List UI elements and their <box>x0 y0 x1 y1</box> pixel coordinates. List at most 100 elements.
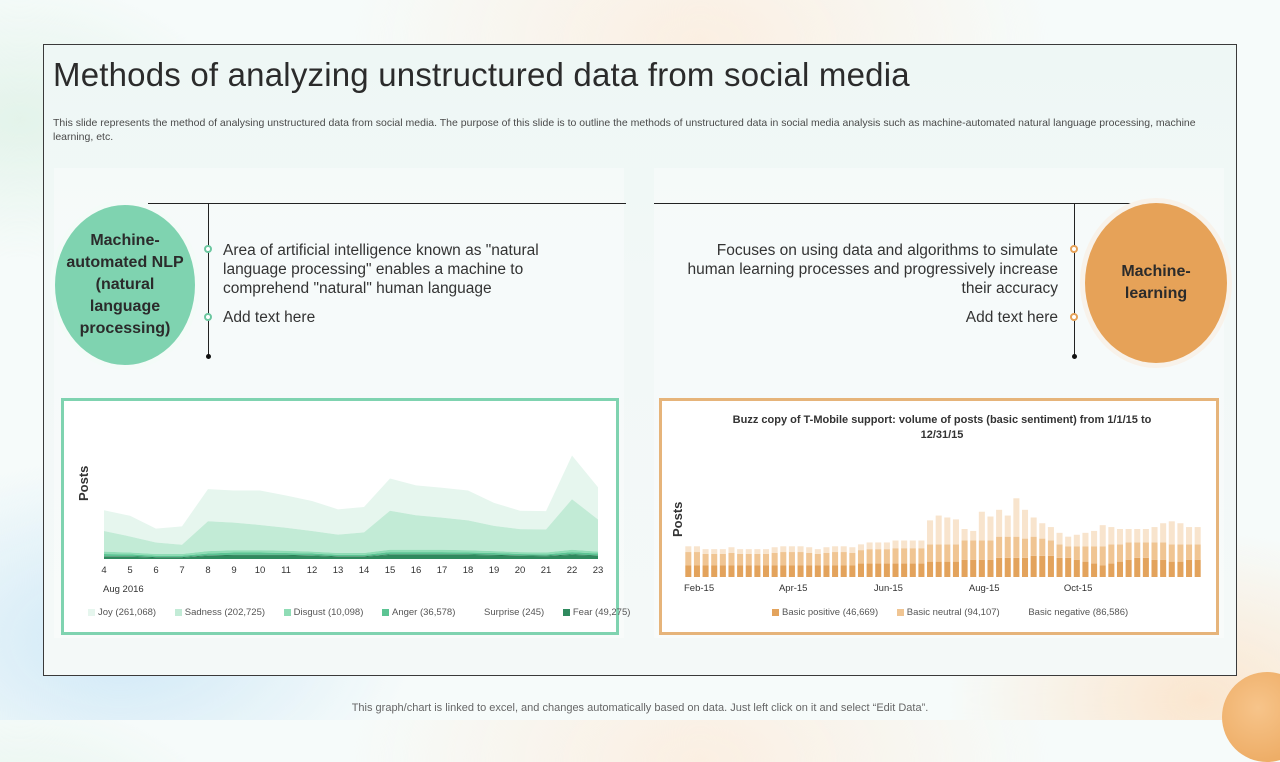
bar-segment-basic-negative[interactable] <box>719 549 726 554</box>
bar-segment-basic-negative[interactable] <box>866 542 873 550</box>
bar-segment-basic-positive[interactable] <box>935 561 942 577</box>
bar-segment-basic-negative[interactable] <box>737 549 744 554</box>
bar-segment-basic-neutral[interactable] <box>737 553 744 566</box>
bar-segment-basic-positive[interactable] <box>797 565 804 577</box>
area-series-joy[interactable] <box>104 455 598 545</box>
bar-segment-basic-negative[interactable] <box>909 540 916 549</box>
bar-segment-basic-neutral[interactable] <box>719 553 726 566</box>
bar-segment-basic-negative[interactable] <box>1134 529 1141 543</box>
bar-segment-basic-positive[interactable] <box>909 563 916 577</box>
bar-segment-basic-negative[interactable] <box>780 546 787 553</box>
emotion-chart-box[interactable]: 4 5 6 7 8 9 10 11 12 13 14 15 16 17 18 19 20 21 22 23 Posts… <box>61 398 630 635</box>
bar-segment-basic-negative[interactable] <box>1039 523 1046 539</box>
bar-segment-basic-positive[interactable] <box>1082 561 1089 577</box>
bar-segment-basic-negative[interactable] <box>702 549 709 554</box>
bar-segment-basic-positive[interactable] <box>771 565 778 577</box>
bar-segment-basic-neutral[interactable] <box>762 553 770 566</box>
bar-segment-basic-negative[interactable] <box>1168 521 1175 545</box>
bar-segment-basic-neutral[interactable] <box>814 553 821 566</box>
bar-segment-basic-neutral[interactable] <box>840 552 847 566</box>
bar-segment-basic-negative[interactable] <box>901 540 908 549</box>
bar-segment-basic-positive[interactable] <box>1073 559 1080 577</box>
bar-segment-basic-neutral[interactable] <box>1047 540 1054 556</box>
bar-segment-basic-neutral[interactable] <box>927 544 934 562</box>
bar-segment-basic-positive[interactable] <box>780 565 787 577</box>
bar-segment-basic-negative[interactable] <box>685 546 692 553</box>
bar-segment-basic-neutral[interactable] <box>1142 542 1149 558</box>
bar-segment-basic-negative[interactable] <box>978 511 985 541</box>
bar-segment-basic-neutral[interactable] <box>1073 546 1080 560</box>
bar-segment-basic-neutral[interactable] <box>996 536 1003 558</box>
bar-segment-basic-neutral[interactable] <box>866 549 873 564</box>
bar-segment-basic-positive[interactable] <box>745 565 752 577</box>
bar-segment-basic-neutral[interactable] <box>1160 542 1167 560</box>
bar-segment-basic-positive[interactable] <box>1142 557 1149 577</box>
bar-segment-basic-neutral[interactable] <box>883 549 890 564</box>
bar-segment-basic-positive[interactable] <box>711 565 718 577</box>
bar-segment-basic-neutral[interactable] <box>702 553 709 566</box>
bar-segment-basic-negative[interactable] <box>961 529 968 541</box>
bar-segment-basic-positive[interactable] <box>987 559 994 577</box>
bar-segment-basic-neutral[interactable] <box>1030 536 1037 556</box>
bar-segment-basic-neutral[interactable] <box>832 552 839 566</box>
legend-basic-positive[interactable]: Basic positive (46,669) <box>772 607 878 618</box>
bar-segment-basic-negative[interactable] <box>1108 527 1115 545</box>
bar-segment-basic-positive[interactable] <box>875 563 882 577</box>
bar-segment-basic-neutral[interactable] <box>875 549 882 564</box>
bar-segment-basic-neutral[interactable] <box>1082 546 1089 562</box>
bar-segment-basic-positive[interactable] <box>892 563 899 577</box>
bar-segment-basic-positive[interactable] <box>849 565 856 577</box>
bar-segment-basic-positive[interactable] <box>1116 561 1124 577</box>
bar-segment-basic-neutral[interactable] <box>857 550 865 564</box>
bar-segment-basic-negative[interactable] <box>1065 536 1072 547</box>
bar-segment-basic-positive[interactable] <box>1039 555 1046 577</box>
bar-segment-basic-negative[interactable] <box>1099 525 1106 547</box>
bar-segment-basic-positive[interactable] <box>996 557 1003 577</box>
bar-segment-basic-neutral[interactable] <box>1013 536 1020 558</box>
bar-segment-basic-negative[interactable] <box>728 547 735 553</box>
area-series-disgust[interactable] <box>104 549 598 556</box>
bar-segment-basic-positive[interactable] <box>728 565 735 577</box>
bar-segment-basic-positive[interactable] <box>840 565 847 577</box>
bar-segment-basic-positive[interactable] <box>832 565 839 577</box>
bar-segment-basic-negative[interactable] <box>952 519 959 545</box>
bar-segment-basic-positive[interactable] <box>693 565 700 577</box>
legend-disgust[interactable]: Disgust (10,098) <box>283 607 363 618</box>
bar-segment-basic-neutral[interactable] <box>978 540 985 560</box>
bar-segment-basic-positive[interactable] <box>1091 563 1098 577</box>
bar-segment-basic-neutral[interactable] <box>711 553 718 566</box>
bar-segment-basic-negative[interactable] <box>1047 527 1054 541</box>
bar-segment-basic-negative[interactable] <box>1186 527 1193 545</box>
bar-segment-basic-neutral[interactable] <box>745 553 752 566</box>
bar-segment-basic-neutral[interactable] <box>1099 546 1106 566</box>
bar-segment-basic-negative[interactable] <box>1013 498 1020 537</box>
bar-segment-basic-neutral[interactable] <box>901 548 908 564</box>
bar-segment-basic-neutral[interactable] <box>823 553 830 566</box>
bar-segment-basic-neutral[interactable] <box>918 548 925 564</box>
bar-segment-basic-positive[interactable] <box>952 561 959 577</box>
bar-segment-basic-neutral[interactable] <box>987 540 994 560</box>
bar-segment-basic-neutral[interactable] <box>1108 544 1115 564</box>
bar-segment-basic-negative[interactable] <box>1151 527 1158 543</box>
bar-segment-basic-negative[interactable] <box>771 547 778 553</box>
bar-segment-basic-negative[interactable] <box>875 542 882 550</box>
area-series-anger[interactable] <box>104 552 598 558</box>
bar-segment-basic-negative[interactable] <box>1021 509 1029 539</box>
bar-segment-basic-neutral[interactable] <box>788 552 795 566</box>
bar-segment-basic-positive[interactable] <box>1099 565 1106 577</box>
bar-segment-basic-positive[interactable] <box>1013 557 1020 577</box>
bar-segment-basic-neutral[interactable] <box>685 552 692 566</box>
bar-segment-basic-negative[interactable] <box>693 546 700 553</box>
bar-segment-basic-neutral[interactable] <box>952 544 959 562</box>
bar-segment-basic-positive[interactable] <box>918 563 925 577</box>
bar-segment-basic-negative[interactable] <box>927 520 934 545</box>
bar-segment-basic-positive[interactable] <box>1186 559 1193 577</box>
bar-segment-basic-positive[interactable] <box>823 565 830 577</box>
bar-segment-basic-negative[interactable] <box>1030 517 1037 537</box>
legend-basic-neutral[interactable]: Basic neutral (94,107) <box>896 607 1000 618</box>
legend-joy[interactable]: Joy (261,068) <box>88 607 156 618</box>
bar-segment-basic-neutral[interactable] <box>1039 538 1046 556</box>
bar-segment-basic-negative[interactable] <box>1082 532 1089 547</box>
sentiment-chart-box[interactable]: Buzz copy of T-Mobile support: volume of… <box>659 398 1219 635</box>
bar-segment-basic-positive[interactable] <box>754 565 761 577</box>
